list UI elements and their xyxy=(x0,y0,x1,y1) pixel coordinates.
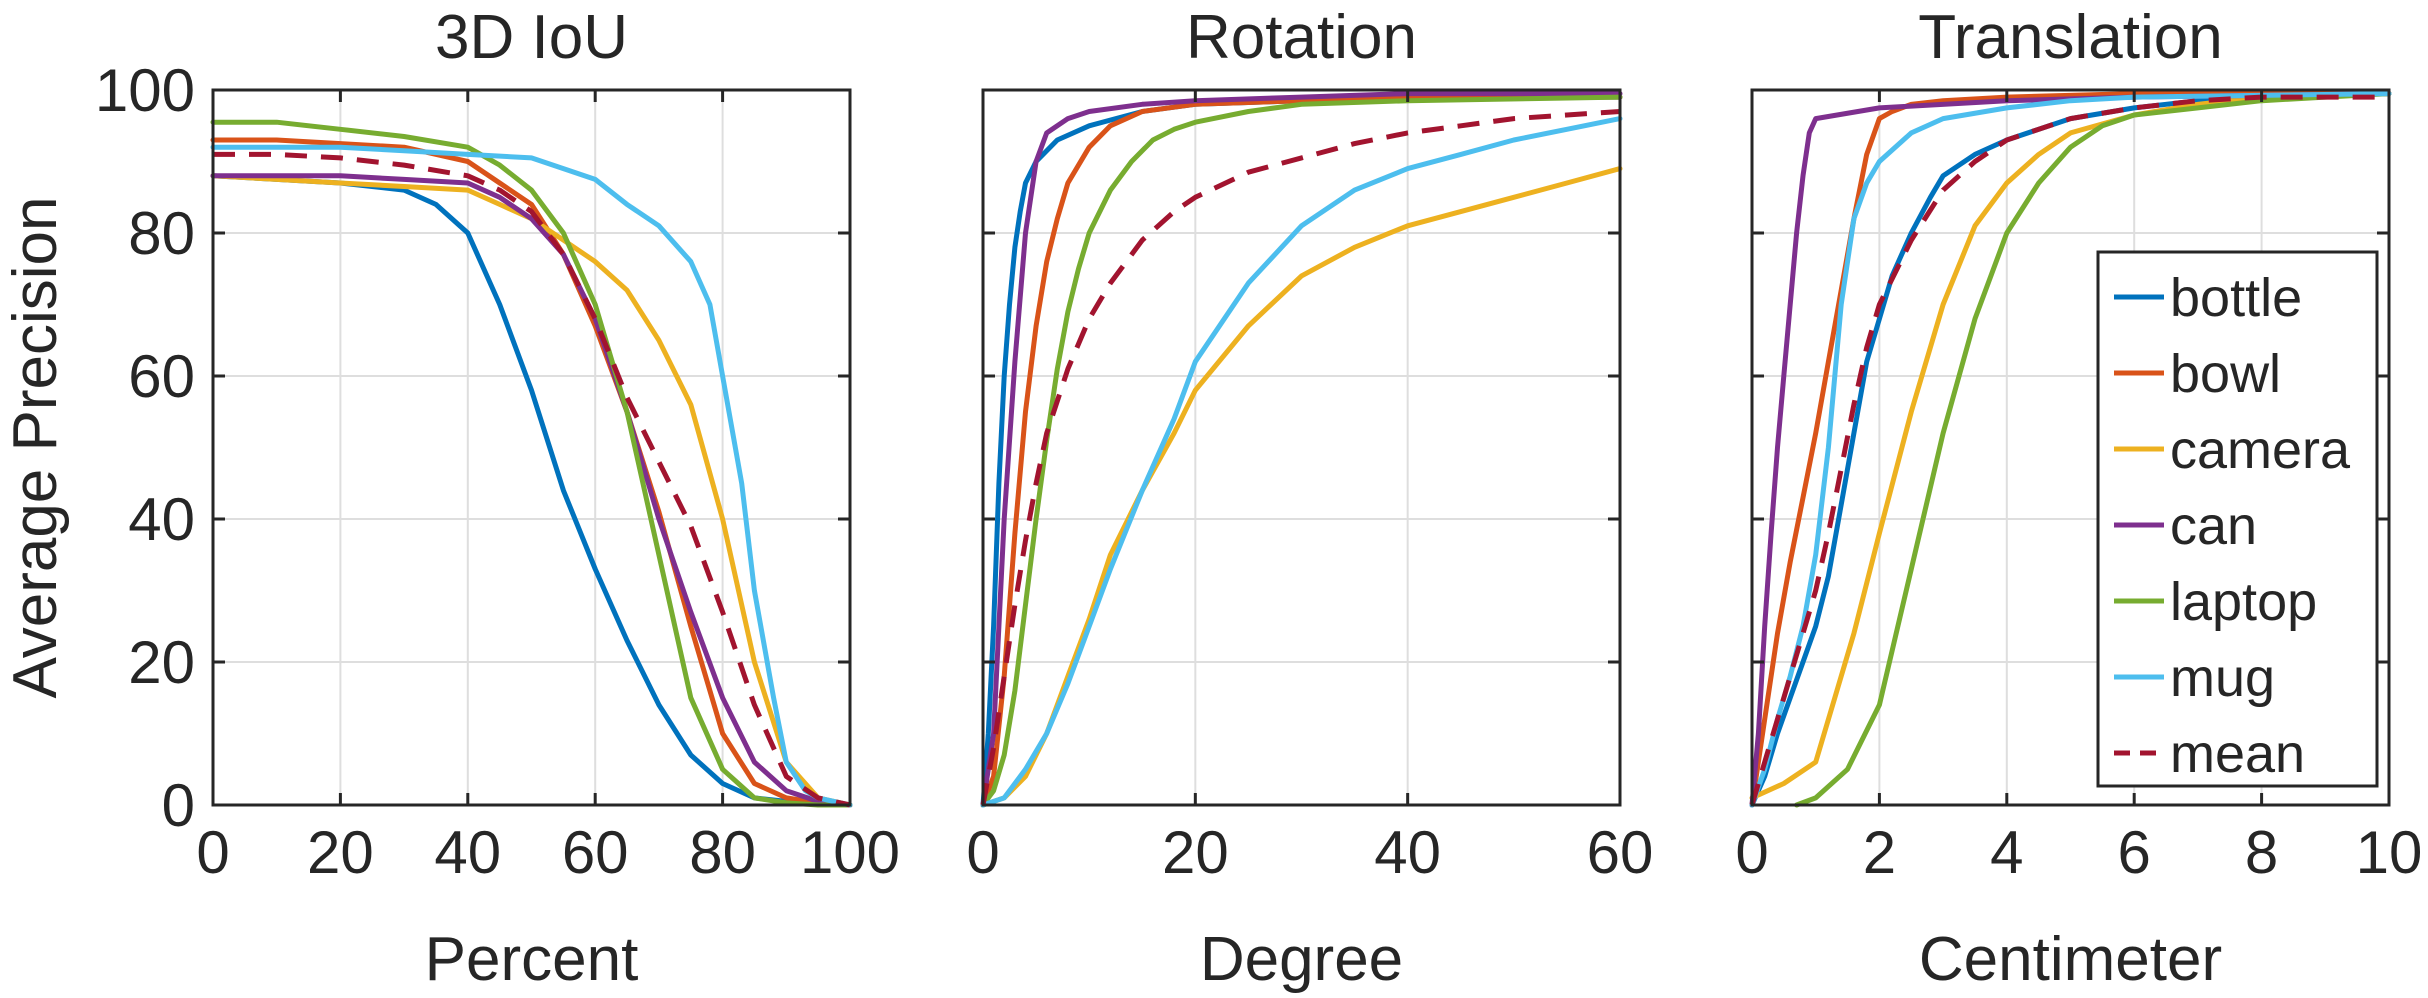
legend-label-bowl: bowl xyxy=(2170,344,2281,404)
x-axis-label: Percent xyxy=(425,925,639,994)
y-tick-label: 20 xyxy=(128,629,195,696)
y-tick-label: 40 xyxy=(128,486,195,553)
legend-label-camera: camera xyxy=(2170,420,2351,480)
x-tick-label: 60 xyxy=(1587,819,1654,886)
legend-label-bottle: bottle xyxy=(2170,268,2302,328)
legend-label-mean: mean xyxy=(2170,724,2305,784)
x-tick-label: 100 xyxy=(800,819,900,886)
x-tick-label: 0 xyxy=(196,819,229,886)
subplot-3d-iou: 0 20 40 60 80 100 0 20 40 60 80 100 3D IoU Percent Ave… xyxy=(1,3,900,994)
series-line-bowl xyxy=(980,94,1623,808)
subplot-title: Rotation xyxy=(1186,3,1417,72)
series-line-laptop xyxy=(980,94,1623,808)
x-tick-label: 60 xyxy=(562,819,629,886)
x-tick-label: 0 xyxy=(1735,819,1768,886)
subplot-translation: 0 2 4 6 8 10 Translation Centimeter bottle bowl ca… xyxy=(1735,3,2422,994)
series-line-can xyxy=(980,91,1623,808)
x-tick-label: 10 xyxy=(2356,819,2423,886)
y-tick-label: 0 xyxy=(162,772,195,839)
series-line-mean xyxy=(980,109,1621,806)
x-axis-label: Degree xyxy=(1200,925,1403,994)
legend-label-can: can xyxy=(2170,496,2257,556)
series-line-mean xyxy=(1749,94,2389,806)
subplot-rotation: 0 20 40 60 Rotation Degree xyxy=(966,3,1653,994)
x-tick-label: 4 xyxy=(1990,819,2023,886)
x-tick-label: 8 xyxy=(2245,819,2278,886)
x-tick-label: 40 xyxy=(1374,819,1441,886)
plot-area xyxy=(983,90,1620,805)
legend: bottle bowl camera can laptop mug mean xyxy=(2096,250,2379,788)
x-tick-label: 0 xyxy=(966,819,999,886)
series-line-can xyxy=(210,173,853,808)
y-tick-label: 100 xyxy=(95,57,195,124)
series-line-can xyxy=(1749,91,2392,808)
legend-label-laptop: laptop xyxy=(2170,572,2317,632)
series-line-mug xyxy=(210,144,853,808)
x-axis-label: Centimeter xyxy=(1919,925,2222,994)
axes-box xyxy=(981,88,1622,807)
series-line-laptop xyxy=(1794,91,2392,808)
x-tick-label: 80 xyxy=(689,819,756,886)
subplot-title: 3D IoU xyxy=(435,3,628,72)
x-tick-label: 2 xyxy=(1863,819,1896,886)
y-tick-label: 80 xyxy=(128,200,195,267)
subplot-title: Translation xyxy=(1918,3,2222,72)
y-axis-label: Average Precision xyxy=(1,196,70,698)
series-line-laptop xyxy=(210,119,853,808)
legend-box xyxy=(2096,250,2379,788)
x-tick-label: 20 xyxy=(1162,819,1229,886)
axes-box xyxy=(211,88,852,807)
series-line-mug xyxy=(980,116,1623,808)
y-tick-label: 60 xyxy=(128,343,195,410)
legend-label-mug: mug xyxy=(2170,648,2275,708)
x-tick-label: 40 xyxy=(434,819,501,886)
x-tick-label: 6 xyxy=(2118,819,2151,886)
x-tick-label: 20 xyxy=(307,819,374,886)
series-line-camera xyxy=(210,173,853,808)
axes-box xyxy=(1750,88,2391,807)
